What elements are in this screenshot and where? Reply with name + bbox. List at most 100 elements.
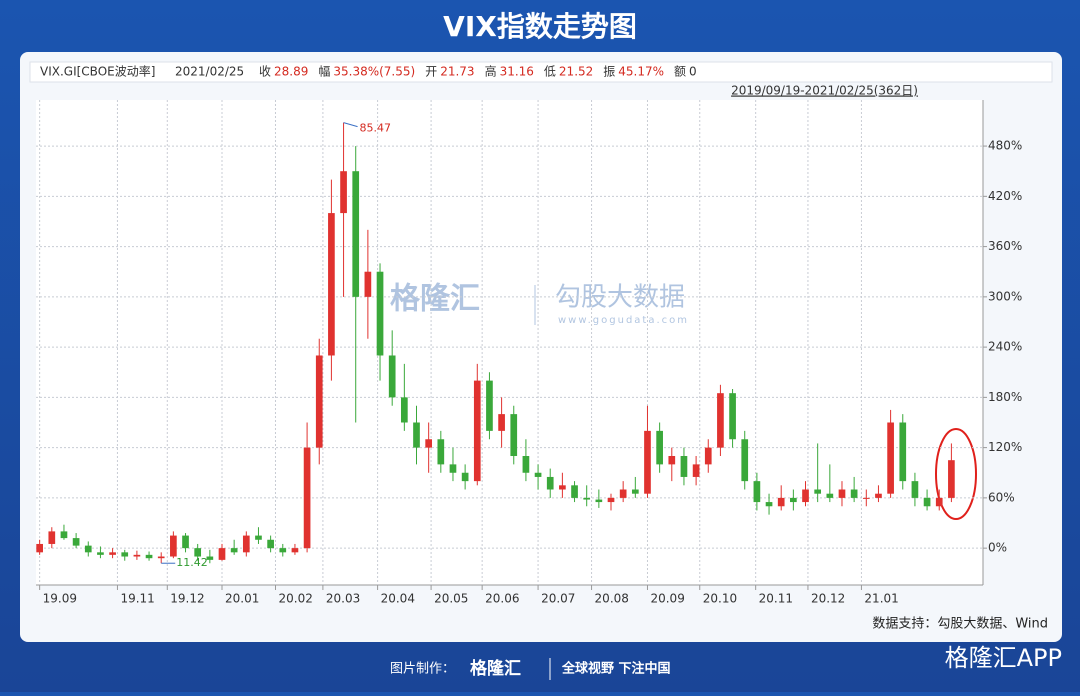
info-label: 收 — [259, 65, 271, 79]
candle-body — [850, 489, 858, 498]
y-tick-label: 60% — [988, 490, 1015, 504]
candle-body — [279, 548, 287, 553]
info-label: 振 — [603, 65, 615, 79]
footer-slogan: 全球视野 下注中国 — [561, 661, 671, 677]
y-tick-label: 420% — [988, 189, 1022, 203]
candle-body — [717, 393, 724, 448]
candle-body — [862, 497, 870, 499]
candle-body — [510, 414, 518, 457]
candle-body — [97, 552, 104, 555]
x-tick-label: 20.09 — [650, 592, 684, 606]
candle-body — [741, 439, 749, 482]
info-value: 31.16 — [500, 65, 534, 79]
candle-body — [230, 548, 238, 553]
candle-body — [218, 548, 226, 560]
candle-body — [923, 497, 931, 507]
y-tick-label: 240% — [988, 340, 1022, 354]
candle-body — [121, 552, 129, 557]
candle-body — [935, 497, 943, 507]
candle-body — [401, 397, 408, 423]
candle-body — [461, 472, 469, 482]
x-tick-label: 19.12 — [170, 592, 204, 606]
candle-body — [559, 485, 566, 490]
x-tick-label: 20.12 — [811, 592, 845, 606]
candle-body — [765, 502, 773, 507]
candle-body — [315, 355, 323, 448]
candle-body — [328, 213, 335, 356]
y-tick-label: 300% — [988, 289, 1022, 303]
candle-body — [522, 456, 530, 473]
candle-body — [157, 556, 165, 559]
x-tick-label: 20.06 — [485, 592, 519, 606]
x-tick-label: 20.05 — [434, 592, 468, 606]
candle-body — [644, 430, 651, 494]
candle-body — [48, 531, 56, 544]
info-value: 21.73 — [440, 65, 474, 79]
candle-body — [692, 464, 700, 477]
min-label: 11.42 — [176, 556, 208, 569]
info-value: 45.17% — [618, 65, 664, 79]
x-tick-label: 19.09 — [43, 592, 77, 606]
candle-body — [473, 380, 481, 482]
x-tick-label: 20.04 — [381, 592, 415, 606]
candle-body — [704, 447, 712, 465]
info-label: 低 — [544, 65, 556, 79]
candle-body — [887, 422, 894, 494]
candle-body — [838, 489, 846, 498]
candle-body — [376, 271, 384, 356]
footer-made-by: 图片制作： — [390, 662, 455, 677]
source: 数据支持：勾股大数据、Wind — [872, 617, 1048, 632]
candle-body — [631, 489, 639, 494]
candle-body — [571, 485, 578, 498]
candle-body — [583, 497, 591, 500]
x-tick-label: 20.03 — [326, 592, 360, 606]
watermark-url: www.gogudata.com — [558, 315, 689, 326]
candle-body — [206, 556, 214, 560]
range-label: 2019/09/19-2021/02/25(362日) — [731, 84, 918, 98]
candle-body — [802, 489, 809, 503]
y-tick-label: 120% — [988, 440, 1022, 454]
candle-body — [170, 535, 177, 557]
candle-body — [255, 535, 262, 540]
candle-body — [790, 497, 797, 503]
y-tick-label: 180% — [988, 390, 1022, 404]
candle-body — [546, 476, 554, 490]
candle-body — [145, 554, 153, 559]
candle-body — [680, 456, 688, 477]
chart-title: VIX指数走势图 — [443, 10, 637, 43]
candle-body — [498, 414, 505, 431]
candle-body — [352, 171, 360, 297]
info-value: 0 — [689, 65, 697, 79]
x-tick-label: 20.07 — [541, 592, 575, 606]
candle-body — [133, 554, 141, 557]
candle-body — [899, 422, 907, 482]
candle-body — [619, 489, 627, 498]
candle-body — [267, 539, 274, 549]
candle-body — [291, 548, 299, 553]
candle-body — [84, 545, 92, 553]
info-label: 幅 — [318, 64, 330, 79]
candle-body — [595, 499, 603, 503]
candle-body — [109, 552, 116, 555]
candle-body — [753, 481, 761, 503]
y-tick-label: 480% — [988, 139, 1022, 153]
max-label: 85.47 — [360, 122, 392, 135]
info-name: VIX.GI[CBOE波动率] — [40, 64, 155, 79]
candle-body — [449, 464, 457, 473]
x-tick-label: 20.02 — [278, 592, 312, 606]
candle-body — [911, 481, 919, 498]
y-tick-label: 360% — [988, 239, 1022, 253]
info-value: 28.89 — [274, 65, 308, 79]
candle-body — [425, 439, 433, 448]
candle-body — [182, 535, 189, 549]
highlight-circle — [935, 428, 977, 520]
info-label: 额 — [674, 65, 686, 79]
candle-body — [729, 393, 736, 440]
max-pointer — [343, 122, 358, 128]
candle-body — [607, 497, 615, 503]
candle-body — [875, 493, 882, 498]
candle-body — [814, 489, 822, 494]
candle-body — [486, 380, 493, 431]
info-label: 开 — [425, 65, 437, 79]
